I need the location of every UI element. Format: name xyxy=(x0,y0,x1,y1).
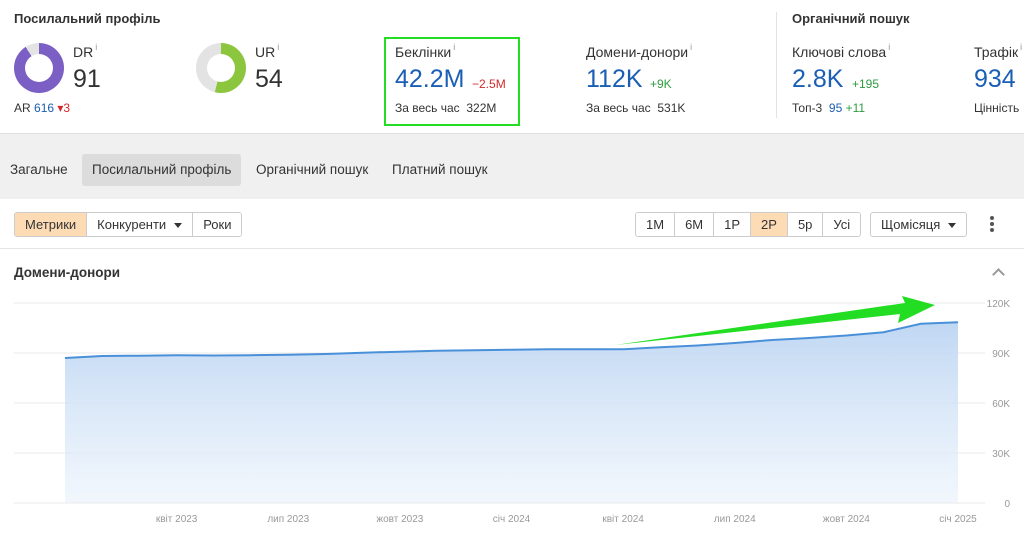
x-tick-label: жовт 2024 xyxy=(823,514,870,525)
top3-change: +11 xyxy=(845,101,866,115)
traffic-value-label: Цінність xyxy=(974,101,1020,115)
collapse-chevron-icon[interactable] xyxy=(992,268,1005,281)
backlinks-all-time-value: 322M xyxy=(466,101,497,115)
backlinks-value[interactable]: 42.2M xyxy=(395,65,465,93)
x-tick-label: квіт 2024 xyxy=(602,514,644,525)
metrics-button[interactable]: Метрики xyxy=(15,213,88,236)
area-fill xyxy=(65,322,958,503)
ar-label: AR xyxy=(14,101,31,115)
ar-value[interactable]: 616 xyxy=(34,101,55,115)
interval-dropdown[interactable]: Щомісяця xyxy=(870,212,968,237)
x-tick-label: жовт 2023 xyxy=(376,514,423,525)
info-icon[interactable]: i xyxy=(95,42,98,52)
ar-change: ▾3 xyxy=(57,101,71,115)
metrics-panel: Посилальний профіль DR i 91 AR 616 ▾3 UR i… xyxy=(0,0,1024,133)
ur-value: 54 xyxy=(255,65,283,93)
date-range-selector: 1M 6M 1P 2P 5р Усі xyxy=(635,212,862,237)
keywords-value[interactable]: 2.8K xyxy=(792,65,844,93)
more-options-icon[interactable] xyxy=(989,216,995,232)
tab-backlink-profile[interactable]: Посилальний профіль xyxy=(82,154,242,186)
x-tick-label: січ 2025 xyxy=(939,514,977,525)
view-mode-toggle: Метрики Конкуренти Роки xyxy=(14,212,243,237)
y-tick-label: 90K xyxy=(992,349,1010,360)
years-button[interactable]: Роки xyxy=(193,213,242,236)
range-all[interactable]: Усі xyxy=(823,213,861,236)
x-tick-label: січ 2024 xyxy=(493,514,531,525)
ref-domains-label[interactable]: Домени-донори i xyxy=(586,42,693,60)
x-tick-label: лип 2024 xyxy=(714,514,756,525)
dr-donut-chart xyxy=(14,43,64,93)
range-1m[interactable]: 1M xyxy=(636,213,676,236)
backlinks-highlight-frame xyxy=(384,37,520,126)
chart-title: Домени-донори xyxy=(14,265,121,280)
tab-organic-search[interactable]: Органічний пошук xyxy=(256,162,369,177)
range-6m[interactable]: 6M xyxy=(675,213,715,236)
top3-value[interactable]: 95 xyxy=(828,101,843,115)
backlink-profile-title: Посилальний профіль xyxy=(14,11,161,26)
keywords-label[interactable]: Ключові слова i xyxy=(792,42,891,60)
range-2y[interactable]: 2P xyxy=(751,213,788,236)
info-icon[interactable]: i xyxy=(277,42,280,52)
section-divider xyxy=(776,12,777,118)
x-tick-label: квіт 2023 xyxy=(156,514,198,525)
info-icon[interactable]: i xyxy=(453,42,456,52)
info-icon[interactable]: i xyxy=(690,42,693,52)
info-icon[interactable]: i xyxy=(1020,42,1023,52)
y-tick-label: 120K xyxy=(987,299,1011,310)
tab-overview[interactable]: Загальне xyxy=(10,162,68,177)
ref-domains-all-time-value: 531K xyxy=(657,101,686,115)
y-tick-label: 60K xyxy=(992,399,1010,410)
series-line xyxy=(64,321,959,359)
x-tick-label: лип 2023 xyxy=(267,514,309,525)
caret-down-icon xyxy=(948,223,957,229)
ur-donut-chart xyxy=(196,43,246,93)
y-tick-label: 0 xyxy=(1004,499,1010,510)
info-icon[interactable]: i xyxy=(888,42,891,52)
dr-label[interactable]: DR i xyxy=(73,42,98,60)
backlinks-all-time: За весь час 322M xyxy=(395,101,497,115)
backlinks-change: −2.5M xyxy=(472,77,506,91)
traffic-label[interactable]: Трафік i xyxy=(974,42,1023,60)
traffic-value[interactable]: 934 xyxy=(974,65,1016,93)
ref-domains-all-time: За весь час 531K xyxy=(586,101,686,115)
caret-down-icon xyxy=(174,223,183,229)
ar-row: AR 616 ▾3 xyxy=(14,101,70,115)
keywords-change: +195 xyxy=(852,77,880,91)
organic-search-title: Органічний пошук xyxy=(792,11,910,26)
report-tabs: Загальне Посилальний профіль Органічний … xyxy=(0,133,1024,199)
dr-value: 91 xyxy=(73,65,101,93)
top3-row: Топ-3 95 +11 xyxy=(792,101,866,115)
ur-label[interactable]: UR i xyxy=(255,42,280,60)
ref-domains-change: +9K xyxy=(650,77,672,91)
divider xyxy=(0,248,1024,249)
ref-domains-chart: 120K 90K 60K 30K 0 квіт 2023 лип 2023 жовт 202… xyxy=(14,296,1011,525)
ref-domains-value[interactable]: 112K xyxy=(586,65,643,93)
range-5y[interactable]: 5р xyxy=(787,213,824,236)
backlinks-label[interactable]: Беклінки i xyxy=(395,42,456,60)
tab-paid-search[interactable]: Платний пошук xyxy=(392,162,488,177)
y-tick-label: 30K xyxy=(992,449,1010,460)
range-1y[interactable]: 1P xyxy=(714,213,752,236)
competitors-dropdown[interactable]: Конкуренти xyxy=(87,213,194,236)
